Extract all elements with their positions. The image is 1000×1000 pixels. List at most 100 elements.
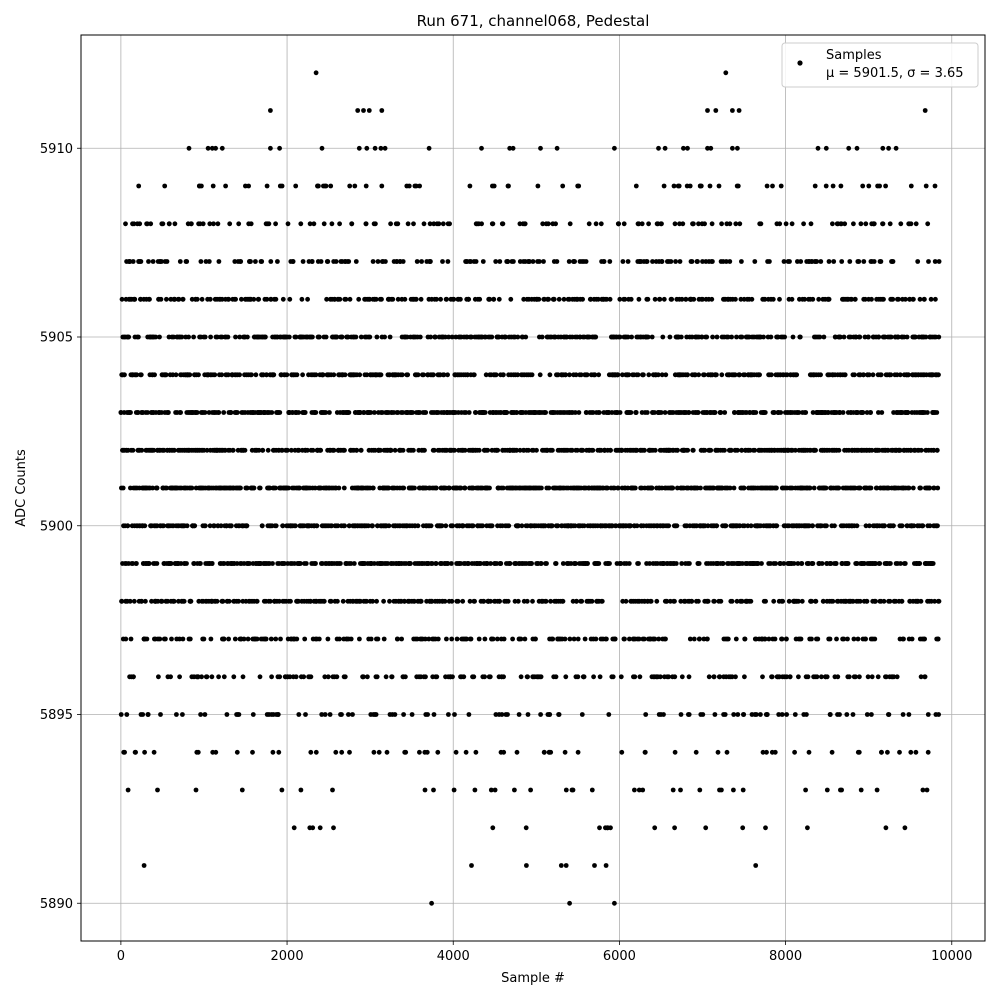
data-point (672, 598, 677, 604)
data-point (314, 523, 320, 529)
data-point (583, 259, 589, 264)
data-point (636, 221, 642, 227)
data-point (782, 334, 787, 340)
data-point (666, 523, 672, 529)
data-point (769, 372, 774, 378)
data-point (136, 334, 141, 340)
data-point (878, 259, 884, 264)
data-point (777, 221, 783, 227)
data-point (172, 221, 178, 227)
data-point (731, 787, 736, 793)
data-point (417, 183, 422, 189)
data-point (133, 749, 139, 755)
data-point (293, 334, 299, 340)
data-point (906, 485, 912, 491)
data-point (723, 523, 729, 529)
data-point (906, 372, 911, 378)
data-point (526, 447, 531, 453)
data-point (829, 749, 835, 755)
data-point (488, 787, 494, 793)
data-point (286, 485, 291, 491)
data-point (922, 674, 928, 680)
data-point (435, 749, 441, 755)
data-point (418, 598, 424, 604)
data-point (567, 372, 572, 378)
data-point (171, 598, 177, 604)
data-point (340, 598, 346, 604)
data-point (226, 598, 232, 604)
data-point (506, 523, 512, 529)
data-point (225, 334, 231, 340)
data-point (447, 221, 452, 227)
data-point-outlier (141, 863, 147, 868)
data-point (842, 372, 848, 378)
data-point (210, 183, 216, 189)
data-point (494, 561, 500, 566)
data-point (515, 334, 521, 340)
data-point-outlier (662, 145, 668, 151)
data-point (273, 296, 279, 302)
data-point (935, 523, 940, 529)
data-point (184, 259, 190, 264)
data-point (504, 410, 510, 415)
data-point-outlier (378, 145, 384, 151)
data-point (852, 296, 858, 302)
data-point (663, 372, 669, 378)
data-point (280, 296, 286, 302)
data-point-outlier (823, 145, 829, 151)
data-point (335, 598, 340, 604)
data-point (466, 296, 472, 302)
data-point (712, 598, 717, 604)
data-point (658, 410, 664, 415)
data-point (753, 410, 759, 415)
data-point (142, 523, 148, 529)
data-point (451, 296, 457, 302)
data-point (125, 787, 131, 793)
data-point (373, 296, 379, 302)
data-point (516, 712, 522, 717)
data-point-outlier (846, 145, 852, 151)
data-point (495, 636, 500, 642)
data-point (846, 674, 852, 680)
data-point (573, 372, 579, 378)
data-point-outlier (730, 108, 735, 113)
data-point (704, 334, 710, 340)
data-point (718, 410, 724, 415)
data-point (739, 598, 745, 604)
data-point (219, 372, 225, 378)
data-point (525, 674, 530, 680)
data-point (484, 561, 490, 566)
data-point-outlier (524, 863, 529, 868)
data-point (811, 485, 817, 491)
data-point (370, 485, 376, 491)
data-point (884, 674, 889, 680)
data-point (245, 636, 251, 642)
data-point (553, 561, 559, 566)
data-point (700, 259, 705, 264)
data-point (733, 674, 738, 680)
data-point (596, 372, 602, 378)
data-point (313, 410, 319, 415)
data-point (358, 447, 364, 453)
data-point (187, 636, 193, 642)
data-point (347, 296, 353, 302)
data-point (593, 221, 599, 227)
data-point (253, 372, 259, 378)
data-point (589, 598, 595, 604)
data-point (544, 561, 549, 566)
data-point (697, 787, 703, 793)
data-point (127, 259, 133, 264)
data-point (168, 561, 174, 566)
data-point (493, 372, 499, 378)
data-point (347, 749, 352, 755)
data-point (198, 561, 203, 566)
data-point (877, 183, 882, 189)
data-point (896, 296, 901, 302)
data-point (299, 296, 305, 302)
data-point (422, 636, 428, 642)
data-point-outlier (426, 145, 432, 151)
data-point (236, 712, 242, 717)
data-point (691, 296, 697, 302)
data-point (482, 636, 488, 642)
data-point (850, 712, 856, 717)
